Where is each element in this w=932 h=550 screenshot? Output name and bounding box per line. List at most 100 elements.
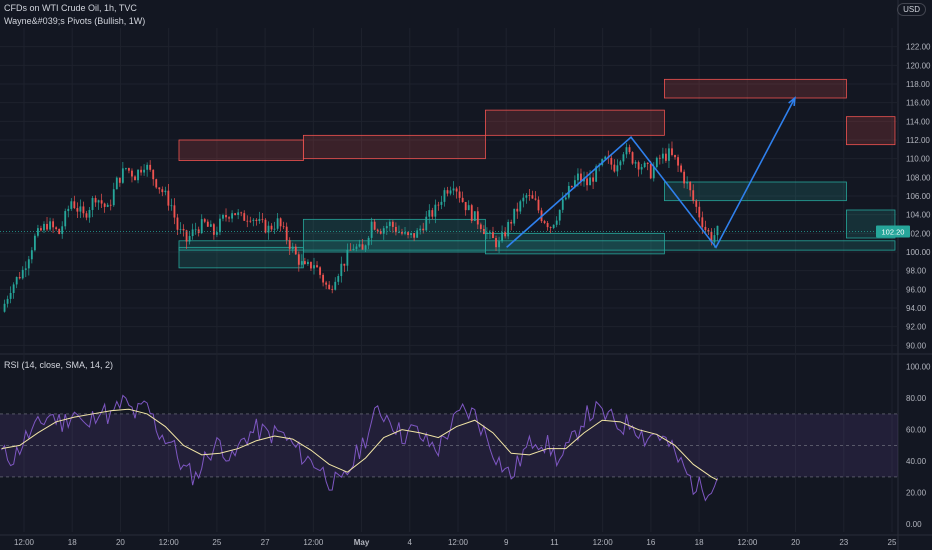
support-zone: [485, 232, 665, 255]
symbol-title[interactable]: CFDs on WTI Crude Oil, 1h, TVC: [4, 3, 137, 13]
candle-body: [203, 219, 206, 222]
candle-body: [252, 219, 255, 221]
candle-body: [513, 208, 516, 224]
candle-body: [701, 217, 704, 227]
candle-body: [543, 221, 546, 224]
candle-body: [37, 228, 39, 236]
price-tick-label: 112.00: [906, 136, 930, 145]
candle-body: [704, 226, 707, 230]
candle-body: [24, 268, 27, 270]
candle-body: [649, 164, 652, 179]
last-price-label: 102.20: [882, 227, 905, 236]
candle-body: [479, 224, 482, 229]
price-tick-label: 110.00: [906, 155, 930, 164]
price-tick-label: 98.00: [906, 267, 927, 276]
candle-body: [143, 169, 146, 173]
candle-body: [140, 169, 142, 173]
time-tick-label: May: [354, 538, 370, 547]
candle-body: [391, 221, 394, 227]
candle-body: [91, 198, 94, 210]
candle-body: [394, 226, 397, 233]
time-tick-label: 18: [695, 538, 704, 547]
candle-body: [264, 219, 267, 233]
indicator-title[interactable]: Wayne&#039;s Pivots (Bullish, 1W): [4, 16, 146, 26]
candle-body: [549, 227, 552, 228]
candle-body: [570, 185, 573, 187]
resistance-zone: [302, 134, 486, 160]
candle-body: [261, 218, 264, 220]
candle-body: [243, 213, 246, 221]
time-tick-label: 20: [791, 538, 800, 547]
time-tick-label: 20: [116, 538, 125, 547]
candle-body: [361, 244, 364, 250]
support-zone: [178, 240, 896, 251]
candle-body: [176, 217, 179, 230]
candle-body: [49, 221, 51, 230]
candle-body: [404, 232, 406, 234]
candle-body: [282, 226, 285, 228]
last-price-tag: [876, 225, 910, 238]
candle-body: [258, 218, 261, 221]
candle-body: [692, 190, 695, 201]
candle-body: [88, 209, 91, 218]
candle-body: [106, 204, 109, 207]
candle-body: [407, 232, 409, 236]
pattern-arrowhead: [788, 96, 796, 107]
candle-body: [307, 261, 309, 265]
candle-body: [501, 232, 504, 242]
time-tick-label: 12:00: [159, 538, 180, 547]
candle-body: [616, 165, 619, 172]
rsi-legend[interactable]: RSI (14, close, SMA, 14, 2): [4, 360, 114, 370]
candle-body: [206, 221, 209, 227]
candle-body: [355, 246, 358, 249]
candle-body: [604, 156, 607, 160]
candle-body: [661, 153, 664, 159]
candle-body: [504, 232, 507, 237]
price-tick-label: 92.00: [906, 323, 927, 332]
candle-body: [710, 231, 713, 243]
candle-body: [440, 201, 443, 205]
rsi-tick-label: 0.00: [906, 520, 922, 529]
candle-body: [222, 215, 224, 219]
candle-body: [331, 289, 334, 290]
candle-body: [279, 218, 282, 227]
candle-body: [437, 204, 440, 206]
candle-body: [337, 276, 340, 282]
candle-body: [61, 226, 64, 234]
time-tick-label: 12:00: [448, 538, 469, 547]
currency-badge[interactable]: USD: [897, 3, 926, 16]
candle-body: [294, 246, 297, 255]
candle-body: [458, 191, 461, 198]
candle-body: [358, 244, 361, 247]
candle-body: [528, 195, 531, 196]
candle-body: [610, 157, 613, 165]
candle-body: [121, 168, 124, 183]
candle-body: [215, 232, 218, 235]
candle-body: [179, 228, 182, 230]
candle-body: [297, 254, 300, 265]
candle-body: [200, 219, 203, 233]
rsi-tick-label: 20.00: [906, 489, 927, 498]
resistance-zone: [178, 139, 304, 161]
price-tick-label: 118.00: [906, 80, 930, 89]
candle-body: [452, 188, 455, 191]
candle-body: [137, 169, 139, 181]
candle-body: [552, 224, 555, 228]
price-tick-label: 106.00: [906, 192, 931, 201]
rsi-tick-label: 60.00: [906, 426, 927, 435]
candle-body: [689, 182, 692, 191]
candle-body: [27, 259, 30, 269]
candle-body: [161, 189, 164, 193]
candle-body: [55, 227, 58, 230]
candle-body: [18, 277, 21, 279]
candle-body: [182, 228, 185, 231]
candle-body: [658, 157, 661, 159]
candle-body: [33, 235, 36, 251]
candle-body: [622, 154, 625, 162]
candle-body: [52, 221, 55, 228]
price-tick-label: 100.00: [906, 248, 931, 257]
price-tick-label: 96.00: [906, 285, 927, 294]
candle-body: [152, 169, 155, 180]
